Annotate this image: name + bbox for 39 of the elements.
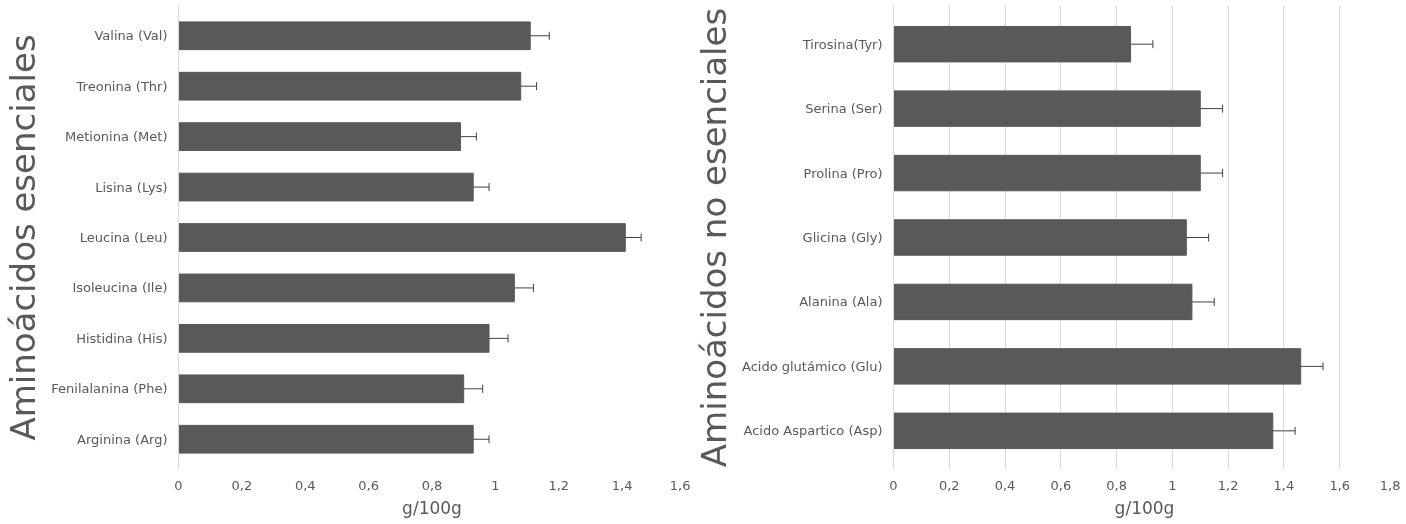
x-tick-label: 0,8 xyxy=(1106,477,1127,493)
y-tick-label: Alanina (Ala) xyxy=(799,294,883,310)
x-tick-label: 0,4 xyxy=(294,477,316,493)
x-tick-label: 1 xyxy=(491,477,500,493)
y-tick-label: Isoleucina (Ile) xyxy=(72,280,168,296)
x-tick-label: 0 xyxy=(174,477,183,493)
x-tick-label: 0,6 xyxy=(1050,477,1072,493)
y-tick-label: Histidina (His) xyxy=(76,330,168,346)
x-tick-label: 0,4 xyxy=(994,477,1016,493)
x-tick-label: 0,2 xyxy=(231,477,253,493)
x-tick-label: 0,2 xyxy=(938,477,960,493)
y-tick-label: Acido Aspartico (Asp) xyxy=(743,423,883,439)
x-tick-label: 0,6 xyxy=(358,477,379,493)
x-tick-label: 0,8 xyxy=(421,477,443,493)
y-tick-label: Lisina (Lys) xyxy=(95,179,168,195)
y-tick-label: Acido glutámico (Glu) xyxy=(741,358,883,374)
x-tick-label: 1,6 xyxy=(1329,477,1351,493)
y-tick-label: Arginina (Arg) xyxy=(77,431,168,447)
x-axis-title: g/100g xyxy=(1114,497,1175,518)
x-tick-label: 1,2 xyxy=(1217,477,1239,493)
x-tick-label: 1,8 xyxy=(1379,477,1401,493)
y-tick-label: Prolina (Pro) xyxy=(803,165,883,181)
y-tick-label: Glicina (Gly) xyxy=(802,230,883,245)
y-tick-label: Valina (Val) xyxy=(94,28,168,44)
x-tick-label: 0 xyxy=(889,477,898,493)
x-axis-title: g/100g xyxy=(402,497,462,518)
y-tick-label: Tirosina(Tyr) xyxy=(801,36,883,52)
y-axis-title: Aminoácidos esenciales xyxy=(3,34,44,441)
x-tick-label: 1 xyxy=(1168,477,1177,493)
x-tick-label: 1,2 xyxy=(548,477,570,493)
y-axis-title: Aminoácidos no esenciales xyxy=(693,7,734,468)
x-tick-label: 1,4 xyxy=(1273,477,1295,493)
y-tick-label: Fenilalanina (Phe) xyxy=(51,381,168,397)
x-tick-label: 1,4 xyxy=(611,477,633,493)
y-tick-label: Leucina (Leu) xyxy=(79,230,168,245)
y-tick-label: Serina (Ser) xyxy=(805,101,883,117)
y-tick-label: Metionina (Met) xyxy=(64,129,168,145)
x-tick-label: 1,6 xyxy=(669,477,691,493)
y-tick-label: Treonina (Thr) xyxy=(75,78,168,94)
